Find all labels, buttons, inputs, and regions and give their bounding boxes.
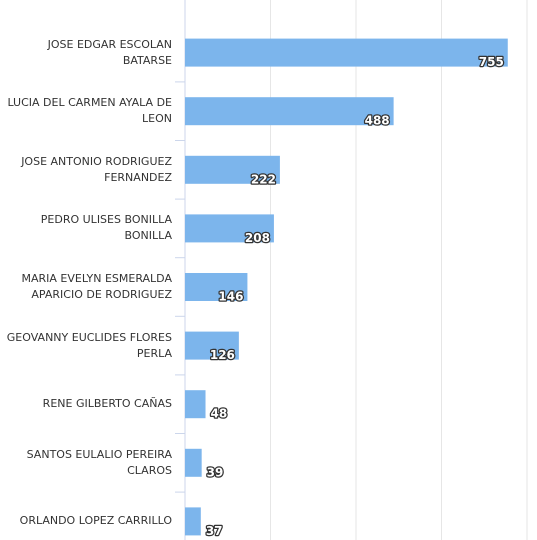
bar — [185, 273, 248, 301]
value-label: 755 — [479, 55, 504, 69]
category-label: JOSE ANTONIO RODRIGUEZ FERNANDEZ — [21, 154, 172, 184]
category-label: PEDRO ULISES BONILLA BONILLA — [40, 213, 172, 243]
category-label: JOSE EDGAR ESCOLAN BATARSE — [47, 37, 172, 67]
value-label: 39 — [207, 465, 224, 479]
category-label: SANTOS EULALIO PEREIRA CLAROS — [26, 447, 172, 477]
bar — [185, 38, 508, 67]
category-label: MARIA EVELYN ESMERALDA APARICIO DE RODRI… — [21, 272, 173, 301]
bar — [185, 155, 280, 184]
value-label: 222 — [251, 172, 276, 186]
category-label: ORLANDO LOPEZ CARRILLO — [19, 514, 172, 528]
category-label: LUCIA DEL CARMEN AYALA DE LEON — [7, 96, 172, 126]
bar — [185, 214, 274, 243]
bar — [185, 331, 239, 360]
value-label: 126 — [210, 348, 235, 362]
bar — [185, 448, 202, 477]
category-label: GEOVANNY EUCLIDES FLORES PERLA — [6, 330, 172, 360]
value-label: 37 — [206, 524, 223, 538]
value-label: 48 — [211, 407, 228, 421]
value-label: 208 — [245, 231, 270, 245]
category-label: RENE GILBERTO CAÑAS — [42, 397, 172, 411]
bar — [185, 507, 201, 536]
bar — [185, 390, 206, 419]
value-label: 488 — [365, 114, 390, 128]
value-label: 146 — [218, 290, 243, 304]
bar — [185, 97, 394, 126]
